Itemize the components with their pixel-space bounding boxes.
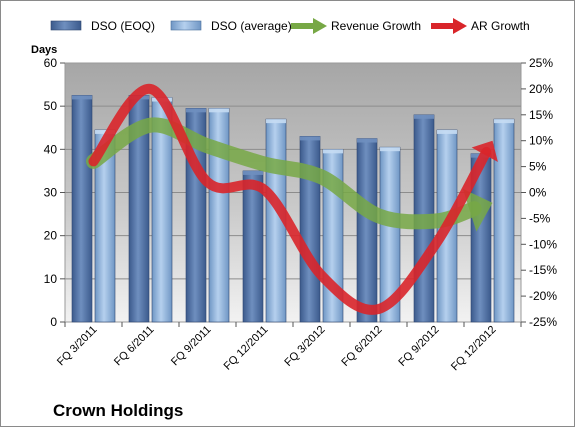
left-tick-label: 60 [44, 56, 58, 70]
left-axis-title: Days [31, 44, 57, 56]
right-tick-label: -15% [529, 263, 557, 277]
bar-dso-average-fq-3-2012-top [323, 149, 343, 154]
legend-label-ar-growth: AR Growth [471, 19, 530, 33]
legend-swatch-dso-eoq [50, 20, 82, 31]
x-tick-label: FQ 3/2011 [55, 324, 100, 369]
series-line-ar-growth [88, 83, 492, 315]
bar-dso-average-fq-6-2012-top [380, 147, 400, 152]
left-tick-label: 0 [50, 315, 57, 329]
bars [71, 95, 515, 323]
bar-dso-average-fq-9-2012-top [437, 129, 457, 134]
right-tick-label: 25% [529, 56, 553, 70]
legend-arrow-ar-growth [453, 18, 467, 34]
bar-dso-eoq-fq-12-2011 [242, 170, 264, 323]
right-tick-label: -10% [529, 237, 557, 251]
bar-dso-average-fq-12-2011-top [266, 119, 286, 124]
series-line-revenue-growth [86, 117, 482, 230]
bar-dso-average-fq-12-2012-top [494, 119, 514, 124]
bar-dso-eoq-fq-3-2012-top [300, 136, 320, 141]
x-tick-label: FQ 9/2012 [396, 324, 441, 369]
right-tick-label: 5% [529, 160, 547, 174]
right-axis: -25% -20% -15% -10% -5% 0% 5% 10% 15% 20% 25% [521, 56, 557, 329]
right-tick-label: 20% [529, 82, 553, 96]
legend-label-dso-average: DSO (average) [211, 19, 292, 33]
right-tick-label: -20% [529, 289, 557, 303]
legend-arrow-revenue-growth [313, 18, 327, 34]
bar-dso-eoq-fq-3-2011 [71, 95, 93, 323]
left-axis: 0 10 20 30 40 50 60 [44, 56, 65, 329]
bar-dso-eoq-fq-9-2012-top [414, 114, 434, 119]
legend: DSO (EOQ) DSO (average) Revenue Growth AR G… [50, 18, 530, 34]
x-tick-label: FQ 9/2011 [169, 324, 214, 369]
x-tick-label: FQ 6/2011 [112, 324, 157, 369]
left-tick-label: 50 [44, 99, 58, 113]
bar-dso-eoq-fq-6-2012-top [357, 138, 377, 143]
bar-dso-eoq-fq-3-2011-top [72, 95, 92, 100]
chart-title: Crown Holdings [53, 401, 183, 420]
arrowhead-ar-growth [471, 140, 498, 162]
right-tick-label: 0% [529, 186, 547, 200]
bar-dso-eoq-fq-9-2011-top [186, 108, 206, 113]
left-tick-label: 40 [44, 142, 58, 156]
right-tick-label: -25% [529, 315, 557, 329]
right-tick-label: 10% [529, 134, 553, 148]
right-tick-label: -5% [529, 211, 551, 225]
growth-lines [86, 83, 498, 315]
x-tick-label: FQ 12/2012 [449, 324, 499, 374]
legend-label-revenue-growth: Revenue Growth [331, 19, 421, 33]
bar-dso-eoq-fq-12-2011-top [243, 170, 263, 175]
x-axis: FQ 3/2011 FQ 6/2011 FQ 9/2011 FQ 12/2011 FQ … [55, 322, 522, 374]
left-tick-label: 20 [44, 229, 58, 243]
x-tick-label: FQ 6/2012 [339, 324, 384, 369]
legend-swatch-dso-average [170, 20, 202, 31]
left-tick-label: 30 [44, 186, 58, 200]
arrowhead-revenue-growth [462, 188, 493, 232]
x-tick-label: FQ 12/2011 [222, 324, 271, 373]
left-tick-label: 10 [44, 272, 58, 286]
bar-dso-average-fq-12-2012 [493, 118, 515, 323]
bar-dso-average-fq-9-2011-top [209, 108, 229, 113]
bar-dso-eoq-fq-6-2012 [356, 138, 378, 323]
legend-label-dso-eoq: DSO (EOQ) [91, 19, 155, 33]
x-tick-label: FQ 3/2012 [282, 324, 327, 369]
bar-dso-average-fq-3-2011-top [95, 129, 115, 134]
right-tick-label: 15% [529, 108, 553, 122]
